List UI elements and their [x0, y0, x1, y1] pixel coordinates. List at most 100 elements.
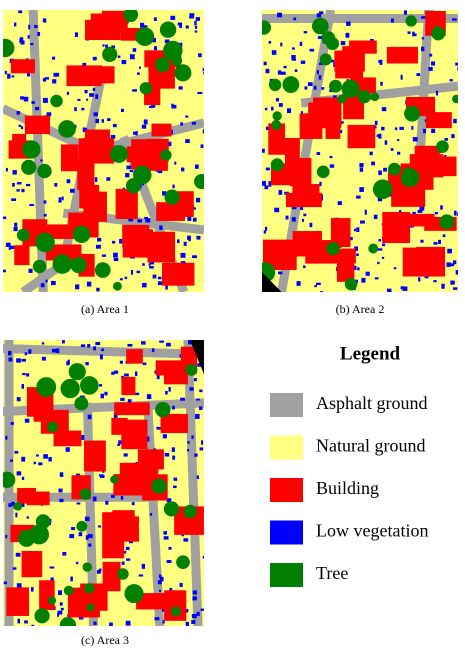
- map-low-veg: [420, 239, 424, 243]
- map-low-veg: [277, 70, 282, 75]
- map-tree: [52, 254, 73, 274]
- map-low-veg: [95, 244, 101, 249]
- map-low-veg: [301, 218, 305, 222]
- map-tree: [170, 606, 181, 617]
- map-tree: [370, 92, 380, 102]
- map-low-veg: [145, 218, 151, 223]
- map-low-veg: [185, 621, 190, 626]
- map-low-veg: [159, 225, 163, 230]
- map-low-veg: [20, 96, 24, 100]
- map-low-veg: [78, 532, 83, 537]
- map-low-veg: [455, 62, 458, 66]
- map-low-veg: [58, 590, 61, 596]
- map-building: [101, 10, 128, 33]
- map-low-veg: [187, 216, 192, 221]
- map-building: [292, 184, 320, 198]
- map-low-veg: [162, 191, 167, 196]
- map-building: [268, 123, 286, 155]
- map-low-veg: [50, 577, 54, 581]
- map-low-veg: [309, 222, 313, 228]
- map-low-veg: [3, 269, 6, 273]
- map-low-veg: [158, 589, 162, 593]
- map-low-veg: [197, 91, 203, 95]
- map-tree: [183, 504, 197, 519]
- map-low-veg: [196, 235, 201, 240]
- map-low-veg: [453, 260, 457, 265]
- map-tree: [194, 173, 204, 190]
- map-low-veg: [329, 155, 333, 159]
- map-low-veg: [75, 284, 80, 290]
- map-tree: [123, 10, 139, 23]
- map-low-veg: [153, 46, 157, 51]
- legend-swatch: [270, 563, 303, 587]
- map-low-veg: [119, 238, 123, 244]
- map-low-veg: [138, 66, 141, 69]
- map-low-veg: [132, 48, 137, 52]
- map-low-veg: [200, 608, 204, 611]
- map-low-veg: [441, 283, 445, 289]
- map-low-veg: [274, 207, 280, 213]
- map-low-veg: [383, 167, 387, 172]
- map-low-veg: [168, 546, 172, 550]
- map-tree: [70, 256, 87, 274]
- map-low-veg: [434, 212, 439, 215]
- map-tree: [110, 145, 128, 163]
- map-low-veg: [264, 185, 269, 190]
- map-low-veg: [15, 512, 18, 518]
- map-low-veg: [98, 384, 103, 387]
- map-low-veg: [187, 448, 190, 452]
- map-low-veg: [138, 574, 144, 577]
- legend-swatch: [270, 435, 303, 460]
- map-low-veg: [119, 278, 123, 281]
- map-low-veg: [137, 219, 142, 223]
- map-low-veg: [304, 86, 308, 90]
- map-low-veg: [412, 31, 415, 37]
- map-tree: [171, 55, 183, 66]
- map-low-veg: [390, 18, 394, 23]
- map-low-veg: [197, 363, 202, 367]
- map-tree: [160, 149, 172, 161]
- map-low-veg: [177, 22, 183, 26]
- map-low-veg: [452, 287, 458, 290]
- map-low-veg: [433, 242, 438, 245]
- map-low-veg: [92, 56, 97, 61]
- map-low-veg: [135, 131, 138, 136]
- map-low-veg: [16, 358, 21, 363]
- map-nodata: [262, 272, 282, 292]
- map-low-veg: [194, 20, 197, 26]
- map-low-veg: [178, 86, 183, 90]
- map-low-veg: [82, 62, 87, 66]
- map-building: [313, 97, 342, 127]
- map-low-veg: [171, 447, 175, 452]
- map-low-veg: [166, 342, 171, 347]
- map-low-veg: [112, 123, 117, 128]
- map-tree: [35, 232, 55, 253]
- map-tree: [113, 281, 122, 291]
- map-low-veg: [85, 535, 89, 540]
- map-low-veg: [40, 283, 45, 288]
- map-building: [164, 590, 187, 621]
- map-low-veg: [173, 477, 178, 481]
- map-low-veg: [202, 67, 204, 72]
- map-building: [431, 156, 457, 177]
- map-low-veg: [120, 108, 124, 113]
- map-low-veg: [151, 103, 156, 108]
- map-building: [407, 213, 435, 227]
- map-low-veg: [359, 167, 364, 172]
- map-low-veg: [171, 104, 177, 109]
- map-low-veg: [24, 418, 30, 423]
- map-low-veg: [386, 288, 392, 292]
- map-low-veg: [104, 391, 108, 396]
- map-low-veg: [66, 91, 70, 95]
- map-low-veg: [77, 98, 81, 101]
- map-low-veg: [5, 167, 8, 172]
- map-low-veg: [62, 552, 67, 556]
- map-low-veg: [265, 167, 270, 171]
- map-low-veg: [388, 193, 393, 197]
- map-low-veg: [200, 440, 204, 445]
- map-low-veg: [194, 164, 199, 169]
- map-low-veg: [136, 72, 140, 75]
- map-low-veg: [340, 41, 346, 46]
- map-low-veg: [400, 74, 403, 80]
- map-low-veg: [101, 348, 104, 352]
